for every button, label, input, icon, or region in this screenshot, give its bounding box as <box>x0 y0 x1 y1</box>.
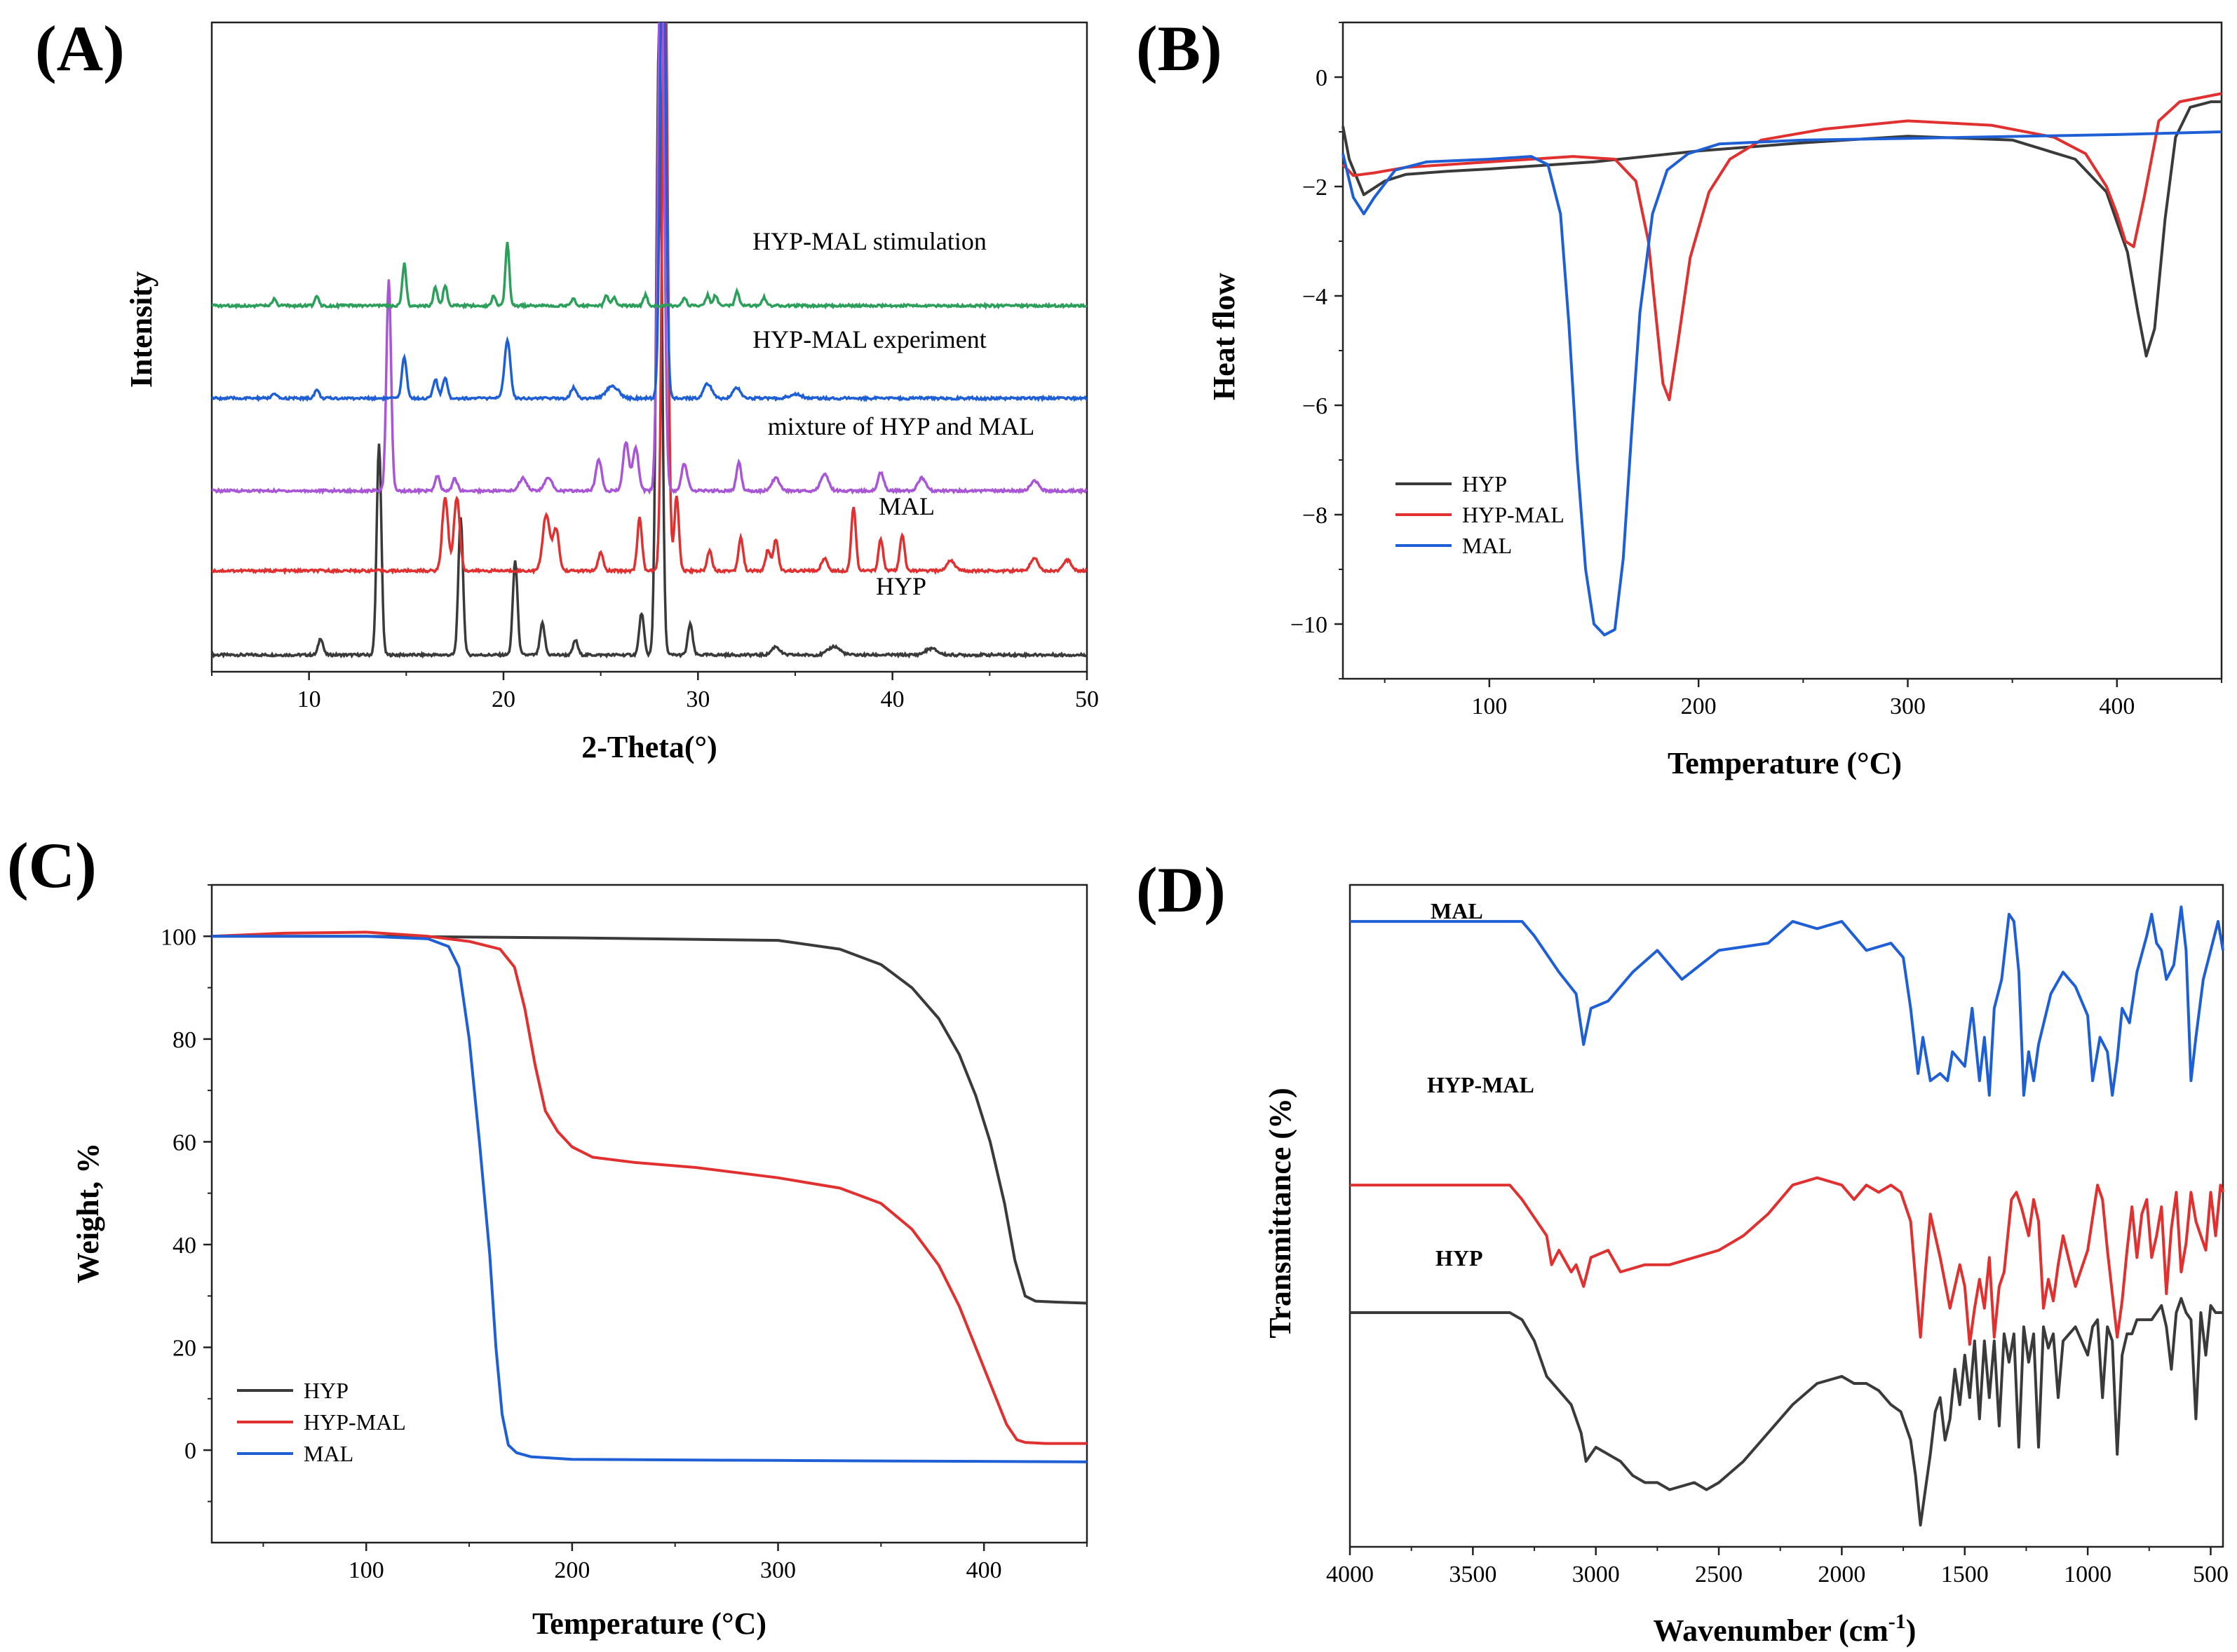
x-tick-label: 1000 <box>2064 1562 2111 1587</box>
series-mixture-of-hyp-and-mal <box>212 22 1087 496</box>
series-label-mal: MAL <box>1431 898 1483 923</box>
x-tick-label: 4000 <box>1326 1562 1374 1587</box>
y-tick-label: −6 <box>1302 393 1327 419</box>
series-hyp-mal <box>211 930 1087 1445</box>
panel-label: (D) <box>1136 854 1226 926</box>
series-label-mixture-of-hyp-and-mal: mixture of HYP and MAL <box>768 412 1035 440</box>
series-hyp <box>212 935 1088 1305</box>
series-mal <box>1341 130 2222 637</box>
y-tick-label: 80 <box>173 1027 196 1053</box>
y-axis-title: Transmittance (%) <box>1263 1088 1297 1338</box>
y-tick-label: −8 <box>1302 503 1327 529</box>
y-axis-title: Heat flow <box>1207 273 1241 400</box>
x-tick-label: 50 <box>1075 686 1099 712</box>
x-tick-label: 100 <box>1471 693 1507 719</box>
series-hyp-mal <box>1350 1176 2224 1346</box>
x-tick-label: 2000 <box>1818 1562 1865 1587</box>
x-tick-label: 20 <box>492 686 515 712</box>
series-hyp <box>1350 1296 2223 1526</box>
x-tick-label: 200 <box>554 1557 590 1583</box>
panel-label: (A) <box>35 13 125 84</box>
series-label-mal: MAL <box>879 492 935 520</box>
panel-d: (D) MAL HYP-MAL HYP 4000 3500 3000 2500 2000 1500… <box>1136 854 2229 1648</box>
y-tick-label: 0 <box>1316 65 1327 91</box>
y-tick-label: 0 <box>184 1438 196 1464</box>
x-tick-label: 2500 <box>1695 1562 1743 1587</box>
x-tick-label: 3000 <box>1572 1562 1620 1587</box>
series-label-hyp-mal: HYP-MAL <box>1427 1072 1534 1097</box>
y-tick-label: −4 <box>1302 284 1327 310</box>
x-axis-title: Temperature (°C) <box>1668 746 1902 780</box>
x-tick-label: 100 <box>349 1557 384 1583</box>
y-tick-label: 20 <box>173 1336 196 1362</box>
series-label-hyp: HYP <box>1435 1245 1483 1271</box>
panel-c: (C) 100 200 300 400 0 20 40 60 80 100 Temperature (… <box>7 830 1088 1641</box>
x-tick-label: 10 <box>297 686 321 712</box>
y-tick-label: −2 <box>1302 175 1327 201</box>
plot-frame <box>1349 883 2224 1548</box>
legend-label-mal: MAL <box>304 1441 353 1466</box>
plot-frame <box>210 883 1088 1544</box>
x-tick-label: 200 <box>1681 693 1717 719</box>
series-hyp-mal <box>1341 92 2222 402</box>
series-label-hyp: HYP <box>876 572 926 600</box>
x-tick-label: 3500 <box>1449 1562 1496 1587</box>
y-tick-label: 100 <box>161 924 196 950</box>
plot-frame <box>1341 21 2223 680</box>
y-axis-title: Intensity <box>124 271 158 388</box>
y-tick-label: 60 <box>173 1130 196 1156</box>
y-tick-label: −10 <box>1290 612 1327 638</box>
series-label-hyp-mal-stimulation: HYP-MAL stimulation <box>752 227 987 255</box>
x-tick-label: 500 <box>2193 1562 2229 1587</box>
x-tick-label: 300 <box>760 1557 796 1583</box>
x-axis-title: 2-Theta(°) <box>581 730 717 764</box>
legend-label-hyp-mal: HYP-MAL <box>1462 502 1564 527</box>
x-axis-title: Wavenumber (cm-1) <box>1654 1610 1917 1648</box>
x-axis-title-superscript: -1 <box>1888 1610 1906 1633</box>
x-tick-label: 300 <box>1890 693 1926 719</box>
legend-label-mal: MAL <box>1462 533 1512 558</box>
x-axis-title: Temperature (°C) <box>532 1606 766 1641</box>
x-axis-title-close: ) <box>1906 1613 1917 1648</box>
x-tick-label: 1500 <box>1941 1562 1989 1587</box>
x-axis-title-main: Wavenumber (cm <box>1654 1613 1888 1648</box>
series-hyp-mal-stimulation <box>212 241 1087 311</box>
panel-label: (C) <box>7 830 97 901</box>
x-tick-label: 400 <box>966 1557 1002 1583</box>
series-hyp-mal-experiment <box>212 22 1087 402</box>
panel-a: (A) HYP MAL mixture of HYP and MAL HYP-MAL e… <box>35 13 1099 764</box>
x-tick-label: 30 <box>686 686 710 712</box>
y-axis-title: Weight, % <box>71 1143 105 1283</box>
series-mal <box>212 935 1088 1463</box>
panel-label: (B) <box>1136 13 1222 84</box>
legend-label-hyp-mal: HYP-MAL <box>304 1409 406 1435</box>
legend-label-hyp: HYP <box>304 1378 349 1403</box>
x-tick-label: 400 <box>2099 693 2135 719</box>
x-tick-label: 40 <box>881 686 905 712</box>
legend-label-hyp: HYP <box>1462 471 1507 496</box>
series-hyp <box>212 24 1087 659</box>
series-hyp <box>1341 100 2222 358</box>
panel-b: (B) 100 200 300 400 0 −2 −4 −6 −8 −10 Temperature (… <box>1136 13 2223 780</box>
y-tick-label: 40 <box>173 1233 196 1259</box>
series-mal <box>1350 905 2224 1097</box>
plot-frame <box>210 21 1088 673</box>
series-label-hyp-mal-experiment: HYP-MAL experiment <box>752 325 987 353</box>
series-mal <box>212 22 1087 576</box>
